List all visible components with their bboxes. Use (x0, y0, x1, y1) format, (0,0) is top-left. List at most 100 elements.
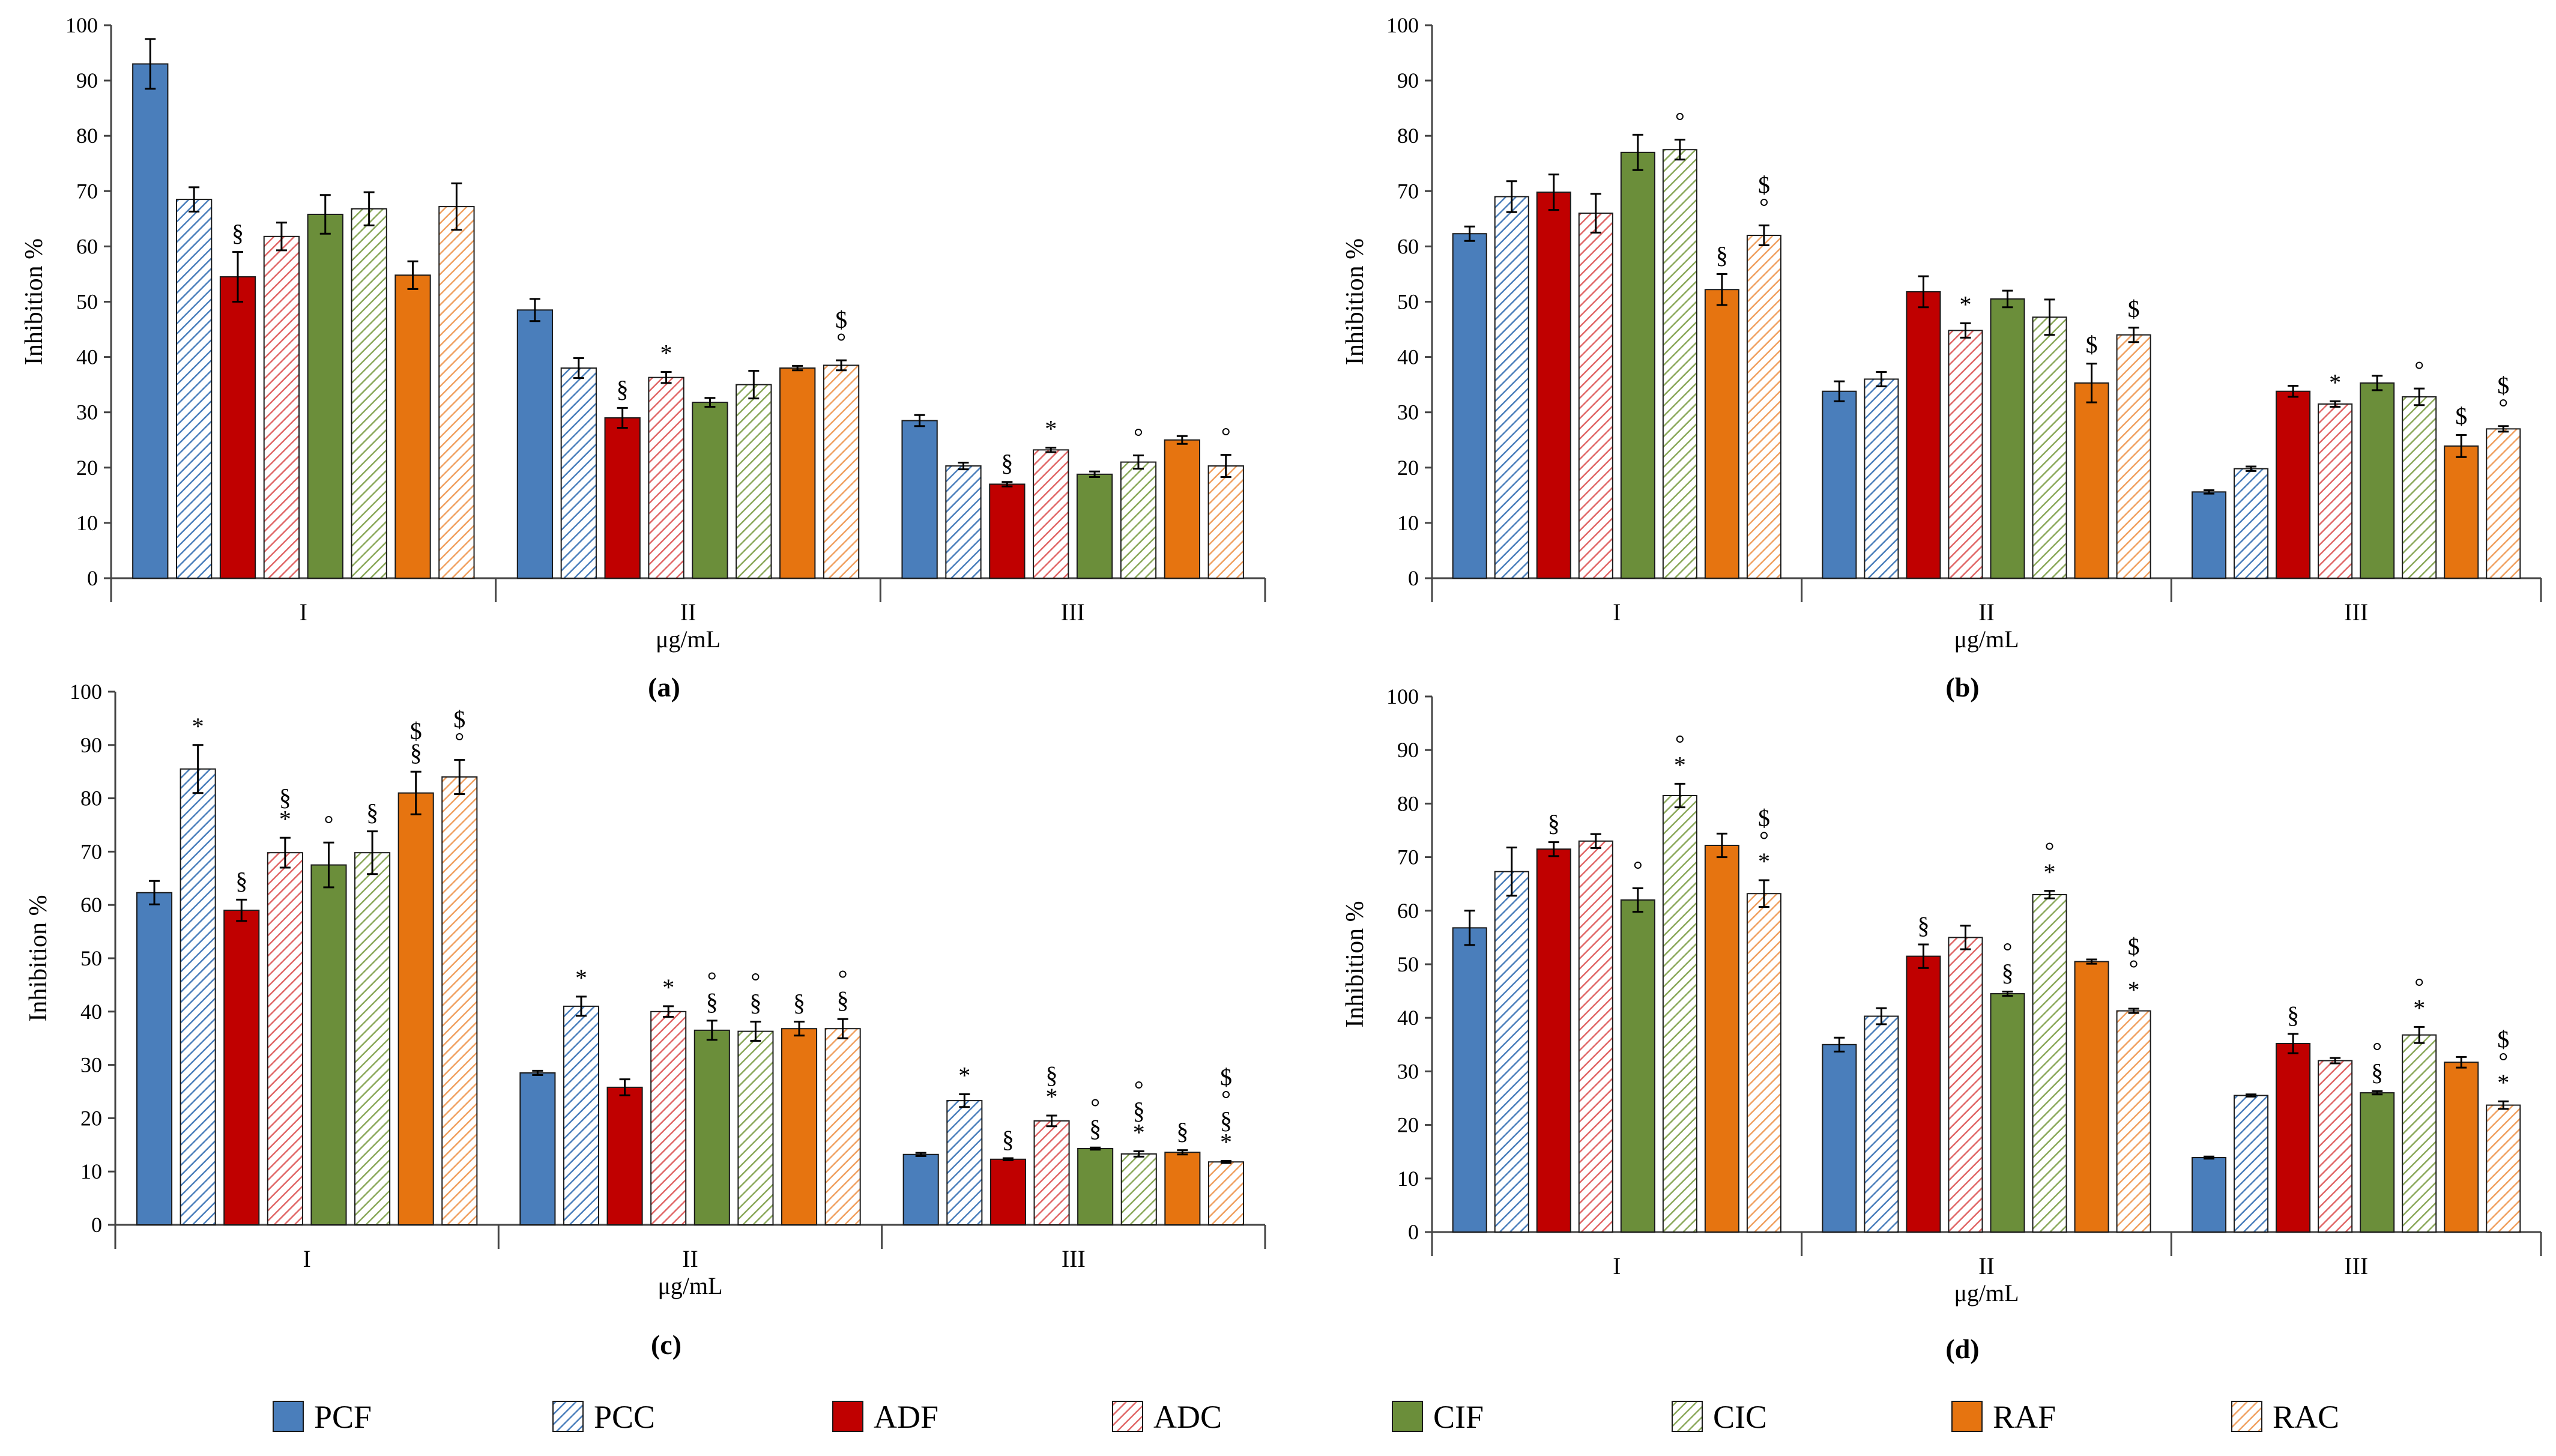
bar-adf-i (219, 276, 256, 579)
significance-mark: * (2044, 859, 2056, 886)
legend-item-rac: RAC (2231, 1399, 2339, 1435)
error-bar-raf-iii (1177, 1149, 1188, 1156)
significance-mark: ° (1221, 423, 1231, 450)
legend-swatch (1672, 1401, 1703, 1432)
bar-pcf-iii (2192, 491, 2227, 579)
bar-cic-iii (2402, 1034, 2437, 1233)
bar-cif-i (1620, 899, 1655, 1233)
y-tick-label: 40 (1397, 345, 1419, 369)
bar-adf-i (1536, 192, 1571, 579)
bar-adf-iii (2276, 390, 2311, 579)
bar-adf-iii (2276, 1043, 2311, 1233)
error-bar-pcf-ii (1834, 380, 1845, 402)
error-bar-pcc-ii (1876, 370, 1887, 387)
error-bar-raf-ii (2086, 363, 2097, 403)
error-bar-adc-ii (660, 370, 672, 384)
y-tick-label: 80 (1397, 124, 1419, 148)
x-category-label: III (1061, 599, 1085, 626)
error-bar-adc-iii (2330, 1057, 2341, 1065)
significance-mark: ° (2372, 1037, 2382, 1064)
y-tick-label: 80 (80, 787, 102, 811)
error-bar-rac-iii (2498, 1100, 2509, 1110)
y-tick-label: 0 (1408, 566, 1419, 590)
error-bar-rac-i (1758, 879, 1769, 908)
error-bar-pcf-iii (2204, 489, 2215, 495)
bar-rac-ii (2116, 1010, 2151, 1233)
significance-mark: ° (751, 968, 760, 995)
error-bar-rac-ii (836, 359, 847, 372)
x-axis-label: μg/mL (656, 626, 721, 653)
error-bar-pcf-ii (1834, 1036, 1845, 1053)
significance-mark: § (1716, 241, 1728, 268)
bar-cif-ii (693, 1029, 730, 1225)
y-tick-label: 50 (80, 946, 102, 970)
significance-mark: * (575, 964, 587, 991)
significance-mark: * (1046, 1083, 1058, 1110)
error-bar-pcc-i (1506, 180, 1517, 213)
y-tick-label: 40 (80, 1000, 102, 1024)
bar-adf-ii (1906, 955, 1941, 1233)
y-tick-label: 60 (1397, 899, 1419, 923)
error-bar-pcc-i (192, 744, 204, 794)
significance-mark: * (2128, 976, 2140, 1003)
x-category-label: II (682, 1245, 698, 1272)
error-bar-cic-i (367, 830, 378, 875)
bar-rac-i (441, 776, 478, 1225)
significance-mark: $ (453, 706, 465, 733)
bar-raf-i (397, 792, 434, 1225)
error-bar-cif-iii (1089, 470, 1101, 478)
bar-cif-ii (1990, 993, 2025, 1233)
error-bar-rac-i (451, 182, 462, 231)
error-bar-pcf-i (145, 38, 156, 90)
y-tick-label: 30 (80, 1053, 102, 1077)
bar-pcf-i (132, 63, 169, 579)
y-tick-label: 70 (80, 839, 102, 863)
significance-mark: ° (2498, 394, 2508, 421)
bar-cic-ii (737, 1030, 774, 1225)
y-tick-label: 50 (1397, 952, 1419, 976)
y-axis-label: Inhibition % (1341, 238, 1369, 365)
error-bar-adc-iii (1046, 1114, 1057, 1128)
error-bar-raf-i (407, 260, 418, 290)
legend: PCF PCC ADF ADC CIF CIC RAF RAC (273, 1399, 2339, 1435)
bar-pcc-ii (1864, 1015, 1899, 1233)
significance-mark: ° (2129, 955, 2139, 982)
bar-pcf-i (1452, 233, 1487, 579)
error-bar-pcc-ii (575, 995, 587, 1017)
y-axis-label: Inhibition % (25, 895, 52, 1021)
significance-mark: * (2329, 369, 2341, 396)
bar-cic-i (1662, 149, 1697, 579)
bar-pcc-i (1494, 196, 1529, 579)
y-tick-label: 60 (76, 234, 98, 258)
bar-rac-i (1746, 893, 1781, 1233)
error-bar-pcc-i (1506, 847, 1517, 897)
significance-mark: * (2497, 1069, 2509, 1096)
bar-cif-i (310, 864, 347, 1225)
bar-adf-ii (604, 417, 641, 579)
significance-mark: $ (1758, 171, 1770, 198)
significance-mark: * (662, 974, 674, 1001)
error-bar-adc-i (276, 222, 287, 252)
error-bar-adf-i (1548, 841, 1559, 857)
y-tick-label: 30 (1397, 400, 1419, 424)
error-bar-adf-ii (1918, 275, 1929, 309)
bar-raf-ii (2074, 961, 2109, 1233)
y-tick-label: 20 (1397, 456, 1419, 480)
error-bar-adc-ii (663, 1005, 674, 1018)
error-bar-cif-i (319, 194, 331, 235)
bar-pcc-i (175, 199, 213, 579)
bar-adc-ii (648, 376, 684, 579)
error-bar-cic-iii (2414, 387, 2425, 406)
x-category-label: III (1062, 1245, 1086, 1272)
x-axis-label: μg/mL (657, 1272, 722, 1299)
bar-cic-iii (1120, 461, 1157, 579)
significance-mark: § (2002, 959, 2014, 986)
significance-mark: § (1176, 1118, 1188, 1145)
legend-item-adc: ADC (1112, 1399, 1222, 1435)
significance-mark: ° (2414, 356, 2424, 383)
bar-adc-i (1578, 213, 1613, 579)
significance-mark: § (617, 375, 629, 402)
legend-swatch (1112, 1401, 1143, 1432)
error-bar-cif-iii (2372, 1090, 2383, 1096)
